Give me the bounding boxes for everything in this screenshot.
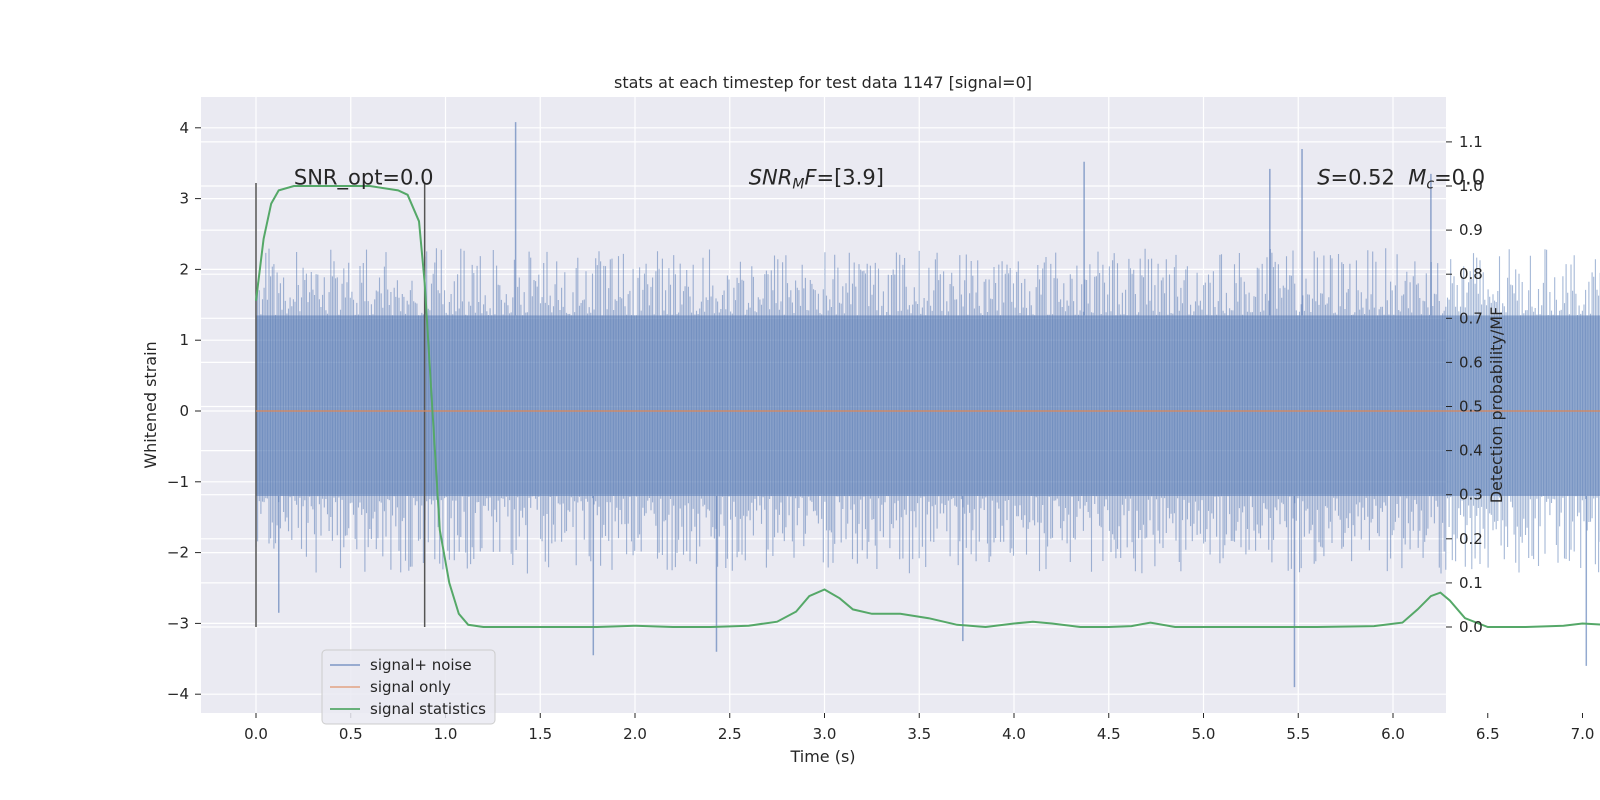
- y-right-tick-label: 0.8: [1459, 265, 1483, 283]
- y-right-tick-label: 1.1: [1459, 133, 1483, 151]
- x-tick-label: 5.0: [1192, 725, 1216, 743]
- y-right-tick-label: 0.6: [1459, 353, 1483, 371]
- y-tick-label: 0: [179, 402, 189, 420]
- y-right-tick-label: 0.7: [1459, 309, 1483, 327]
- series-signal-noise: [255, 122, 1600, 688]
- x-axis-label: Time (s): [789, 747, 855, 766]
- series-lines: [255, 185, 1600, 629]
- x-tick-label: 6.5: [1476, 725, 1500, 743]
- legend-box: [321, 649, 496, 725]
- x-tick-label: 2.5: [718, 725, 742, 743]
- annotation-snr-opt: SNR_opt=0.0: [294, 165, 434, 190]
- ticks: 0.0 0.5 1.0 1.5 2.0 2.5 3.0 3.5 4.0 4.5 5.0 5.5 6.0 6…: [167, 119, 1595, 743]
- x-tick-label: 3.0: [813, 725, 837, 743]
- y-right-tick-label: 0.2: [1459, 530, 1483, 548]
- annotation-snr-mf: SNRMF=[3.9]: [749, 165, 884, 192]
- y-right-tick-label: 0.0: [1459, 618, 1483, 636]
- x-tick-label: 0.0: [244, 725, 268, 743]
- legend: signal+ noise signal only signal statistic…: [321, 649, 496, 725]
- x-tick-label: 1.5: [528, 725, 552, 743]
- x-tick-label: 1.0: [434, 725, 458, 743]
- x-tick-label: 5.5: [1286, 725, 1310, 743]
- chart-title: stats at each timestep for test data 114…: [614, 73, 1032, 92]
- signal-statistics-line: [255, 185, 1600, 629]
- x-tick-label: 0.5: [339, 725, 363, 743]
- y-tick-label: 4: [179, 119, 189, 137]
- y-axis-label: Whitened strain: [141, 341, 160, 468]
- y-tick-label: −2: [167, 544, 189, 562]
- y-right-tick-label: 0.9: [1459, 221, 1483, 239]
- legend-label: signal only: [370, 678, 451, 696]
- y-tick-label: 1: [179, 331, 189, 349]
- y-right-tick-label: 1.0: [1459, 177, 1483, 195]
- y-right-tick-label: 0.5: [1459, 398, 1483, 416]
- x-tick-label: 6.0: [1381, 725, 1405, 743]
- y-tick-label: −3: [167, 614, 189, 632]
- legend-label: signal statistics: [370, 700, 486, 718]
- x-tick-label: 2.0: [623, 725, 647, 743]
- y-right-tick-label: 0.3: [1459, 486, 1483, 504]
- y-tick-label: 2: [179, 260, 189, 278]
- x-tick-label: 4.5: [1097, 725, 1121, 743]
- y-right-tick-label: 0.1: [1459, 574, 1483, 592]
- marker-lines: [255, 183, 426, 627]
- x-tick-label: 7.0: [1571, 725, 1595, 743]
- y-tick-label: −1: [167, 473, 189, 491]
- y-tick-label: −4: [167, 685, 189, 703]
- annotation-s-mc: S=0.52 Mc=0.0: [1317, 165, 1485, 192]
- y-right-tick-label: 0.4: [1459, 442, 1483, 460]
- y-axis-right-label: Detection probability/MF: [1487, 307, 1506, 504]
- y-tick-label: 3: [179, 190, 189, 208]
- x-tick-label: 3.5: [907, 725, 931, 743]
- legend-label: signal+ noise: [370, 656, 472, 674]
- x-tick-label: 4.0: [1002, 725, 1026, 743]
- annotations: SNR_opt=0.0 SNRMF=[3.9] S=0.52 Mc=0.0: [294, 165, 1485, 192]
